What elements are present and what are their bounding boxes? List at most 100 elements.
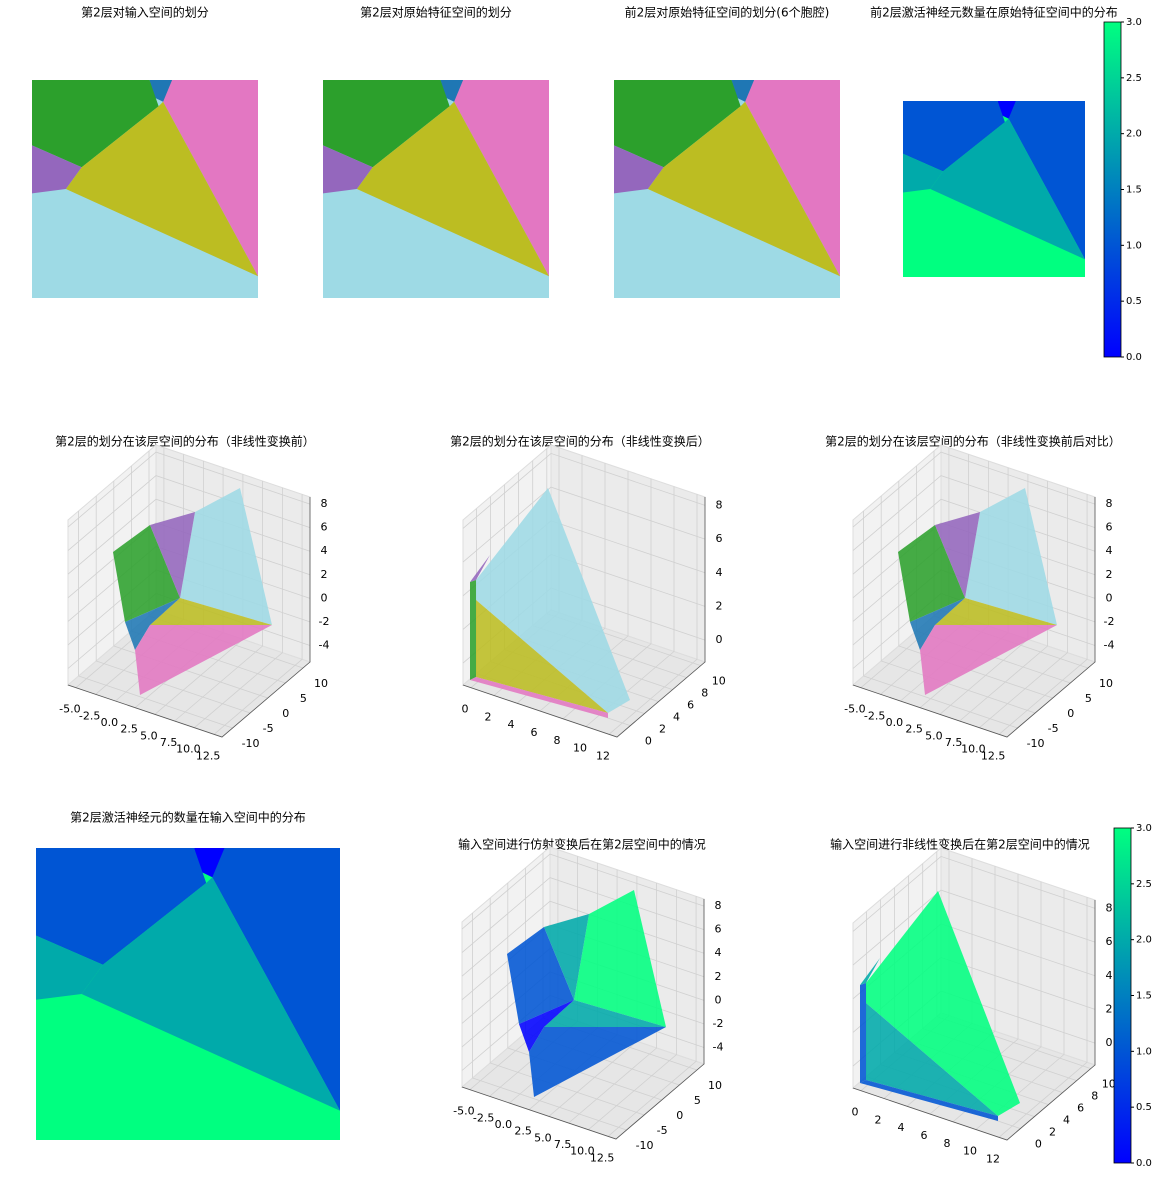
region [194, 848, 225, 878]
region [212, 848, 340, 1111]
region [36, 935, 103, 1000]
y-tick-label: -5 [657, 1124, 668, 1137]
z-tick-label: 2 [1106, 1002, 1113, 1015]
surface3d-panel: 第2层的划分在该层空间的分布（非线性变换前） -5.0-2.50.02.55.07… [55, 434, 329, 763]
z-tick-label: 8 [716, 498, 723, 511]
colorbar-tick-label: 3.0 [1136, 823, 1152, 834]
grid-line [880, 496, 1036, 714]
y-tick-label: -5 [1048, 722, 1059, 735]
y-tick-label: 4 [1063, 1114, 1070, 1127]
grid-line [489, 898, 645, 1116]
z-tick-label: 2 [715, 970, 722, 983]
grid-line [607, 896, 697, 1137]
x-tick-label: 4 [508, 718, 515, 731]
region-panel: 第2层对输入空间的划分 [32, 5, 259, 298]
grid-line [568, 883, 657, 1124]
region-panel: 第2层激活神经元的数量在输入空间中的分布 [36, 810, 340, 1140]
z-tick-label: 8 [715, 899, 722, 912]
x-tick-label: 2 [485, 710, 492, 723]
x-tick-label: 7.5 [160, 736, 178, 749]
surface-region [860, 983, 866, 1083]
surface-region [180, 488, 272, 625]
colorbar-panel: 0.0 0.5 1.0 1.5 2.0 2.5 3.0 [1103, 17, 1142, 363]
region [32, 145, 82, 194]
region [454, 80, 549, 277]
z-tick-label: 6 [1106, 935, 1113, 948]
surface-region [544, 914, 589, 1000]
x-tick-label: 2.5 [514, 1125, 532, 1138]
y-tick-label: 4 [673, 711, 680, 724]
z-tick-label: 6 [715, 923, 722, 936]
grid-line [979, 487, 1068, 729]
x-tick-label: 7.5 [945, 736, 963, 749]
surface3d-panel: 第2层的划分在该层空间的分布（非线性变换前后对比）-5.0-2.50.02.55… [825, 434, 1121, 763]
region [614, 145, 664, 194]
y-tick-label: 0 [1035, 1138, 1042, 1151]
subplot-title: 前2层对原始特征空间的划分(6个胞腔) [625, 5, 830, 20]
grid-line [67, 498, 311, 575]
y-tick-label: 2 [1049, 1126, 1056, 1139]
colorbar-tick-label: 1.0 [1126, 240, 1142, 251]
y-tick-label: 10 [708, 1079, 722, 1092]
y-tick-label: 5 [1085, 692, 1092, 705]
surface-region [470, 555, 490, 582]
grid-line [174, 481, 264, 722]
surface-region [866, 1003, 998, 1116]
colorbar [1103, 21, 1122, 358]
z-tick-label: 0 [715, 993, 722, 1006]
colorbar-tick-label: 0.0 [1126, 352, 1142, 363]
region [614, 80, 741, 168]
surface-region [470, 580, 476, 680]
subplot-title: 第2层对输入空间的划分 [81, 5, 209, 20]
region [323, 80, 450, 168]
z-tick-label: 2 [1106, 568, 1113, 581]
x-tick-label: 5.0 [140, 729, 158, 742]
grid-line [462, 486, 706, 563]
grid-line [95, 496, 251, 714]
region [163, 80, 258, 277]
x-tick-label: 5.0 [534, 1131, 552, 1144]
subplot-title: 输入空间进行非线性变换后在第2层空间中的情况 [830, 837, 1090, 852]
grid-line [461, 853, 705, 930]
z-tick-label: 2 [716, 599, 723, 612]
grid-line [852, 522, 1096, 599]
z-tick-label: 4 [716, 566, 723, 579]
z-tick-label: 8 [1106, 901, 1113, 914]
x-tick-label: 7.5 [554, 1138, 572, 1151]
colorbar-tick-label: 1.5 [1126, 185, 1142, 196]
surface3d-panel: 第2层的划分在该层空间的分布（非线性变换后）024681012024681002… [450, 434, 726, 763]
y-tick-label: 0 [676, 1109, 683, 1122]
grid-line [67, 475, 311, 551]
x-tick-label: -5.0 [453, 1105, 474, 1118]
x-tick-label: 10 [963, 1145, 977, 1158]
subplot-title: 第2层的划分在该层空间的分布（非线性变换后） [450, 434, 710, 449]
surface-region [150, 512, 195, 598]
z-tick-label: 2 [321, 568, 328, 581]
grid-line [472, 913, 627, 1131]
region-panel: 前2层激活神经元数量在原始特征空间中的分布 [870, 5, 1118, 277]
surface-region [470, 677, 608, 718]
x-tick-label: 6 [531, 726, 538, 739]
subplot-title: 第2层的划分在该层空间的分布（非线性变换前后对比） [825, 434, 1121, 449]
grid-line [113, 481, 268, 699]
region [903, 153, 943, 193]
colorbar-tick-label: 1.5 [1136, 991, 1152, 1002]
z-tick-label: 8 [1106, 497, 1113, 510]
surface-region [507, 927, 574, 1024]
x-tick-label: 12.5 [590, 1151, 615, 1164]
colorbar-tick-label: 1.0 [1136, 1046, 1152, 1057]
grid-line [461, 900, 705, 977]
surface-region [135, 625, 272, 695]
grid-line [462, 452, 706, 529]
colorbar-tick-label: 2.5 [1136, 879, 1152, 890]
surface-region [125, 598, 180, 650]
region-panel: 前2层对原始特征空间的划分(6个胞腔) [614, 5, 840, 298]
grid-line [608, 494, 698, 735]
surface-region [476, 488, 630, 713]
y-tick-label: 5 [300, 692, 307, 705]
y-tick-label: -10 [636, 1139, 654, 1152]
surface-region [113, 525, 180, 622]
region [647, 101, 840, 277]
grid-line [67, 522, 311, 599]
